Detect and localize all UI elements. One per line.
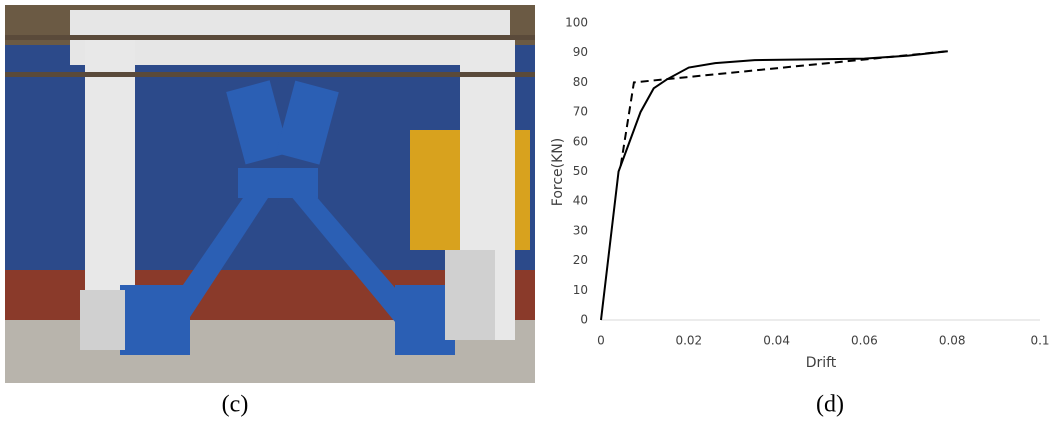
y-tick-label: 20 [573,253,588,267]
y-tick-label: 30 [573,223,588,237]
y-tick-label: 100 [565,16,588,30]
x-tick-label: 0.02 [675,334,702,348]
y-tick-label: 90 [573,45,588,59]
y-tick-label: 60 [573,134,588,148]
series-line [601,51,948,320]
figure: Force(KN) Drift (c) (d) 0 10 20 30 40 50 60 70 8… [0,0,1060,423]
y-tick-label: 80 [573,75,588,89]
x-axis-title: Drift [806,355,837,371]
y-tick-label: 10 [573,283,588,297]
x-tick-label: 0.08 [939,334,966,348]
y-tick-label: 70 [573,105,588,119]
y-tick-label: 50 [573,164,588,178]
x-tick-label: 0.06 [851,334,878,348]
y-tick-label: 0 [580,313,588,327]
series-line [621,51,948,165]
x-tick-label: 0.1 [1030,334,1049,348]
caption: (c) [222,392,249,418]
y-axis-title: Force(KN) [550,138,566,206]
y-tick-label: 40 [573,194,588,208]
x-tick-label: 0 [597,334,605,348]
caption: (d) [816,392,844,418]
photo [5,5,535,383]
x-tick-label: 0.04 [763,334,790,348]
